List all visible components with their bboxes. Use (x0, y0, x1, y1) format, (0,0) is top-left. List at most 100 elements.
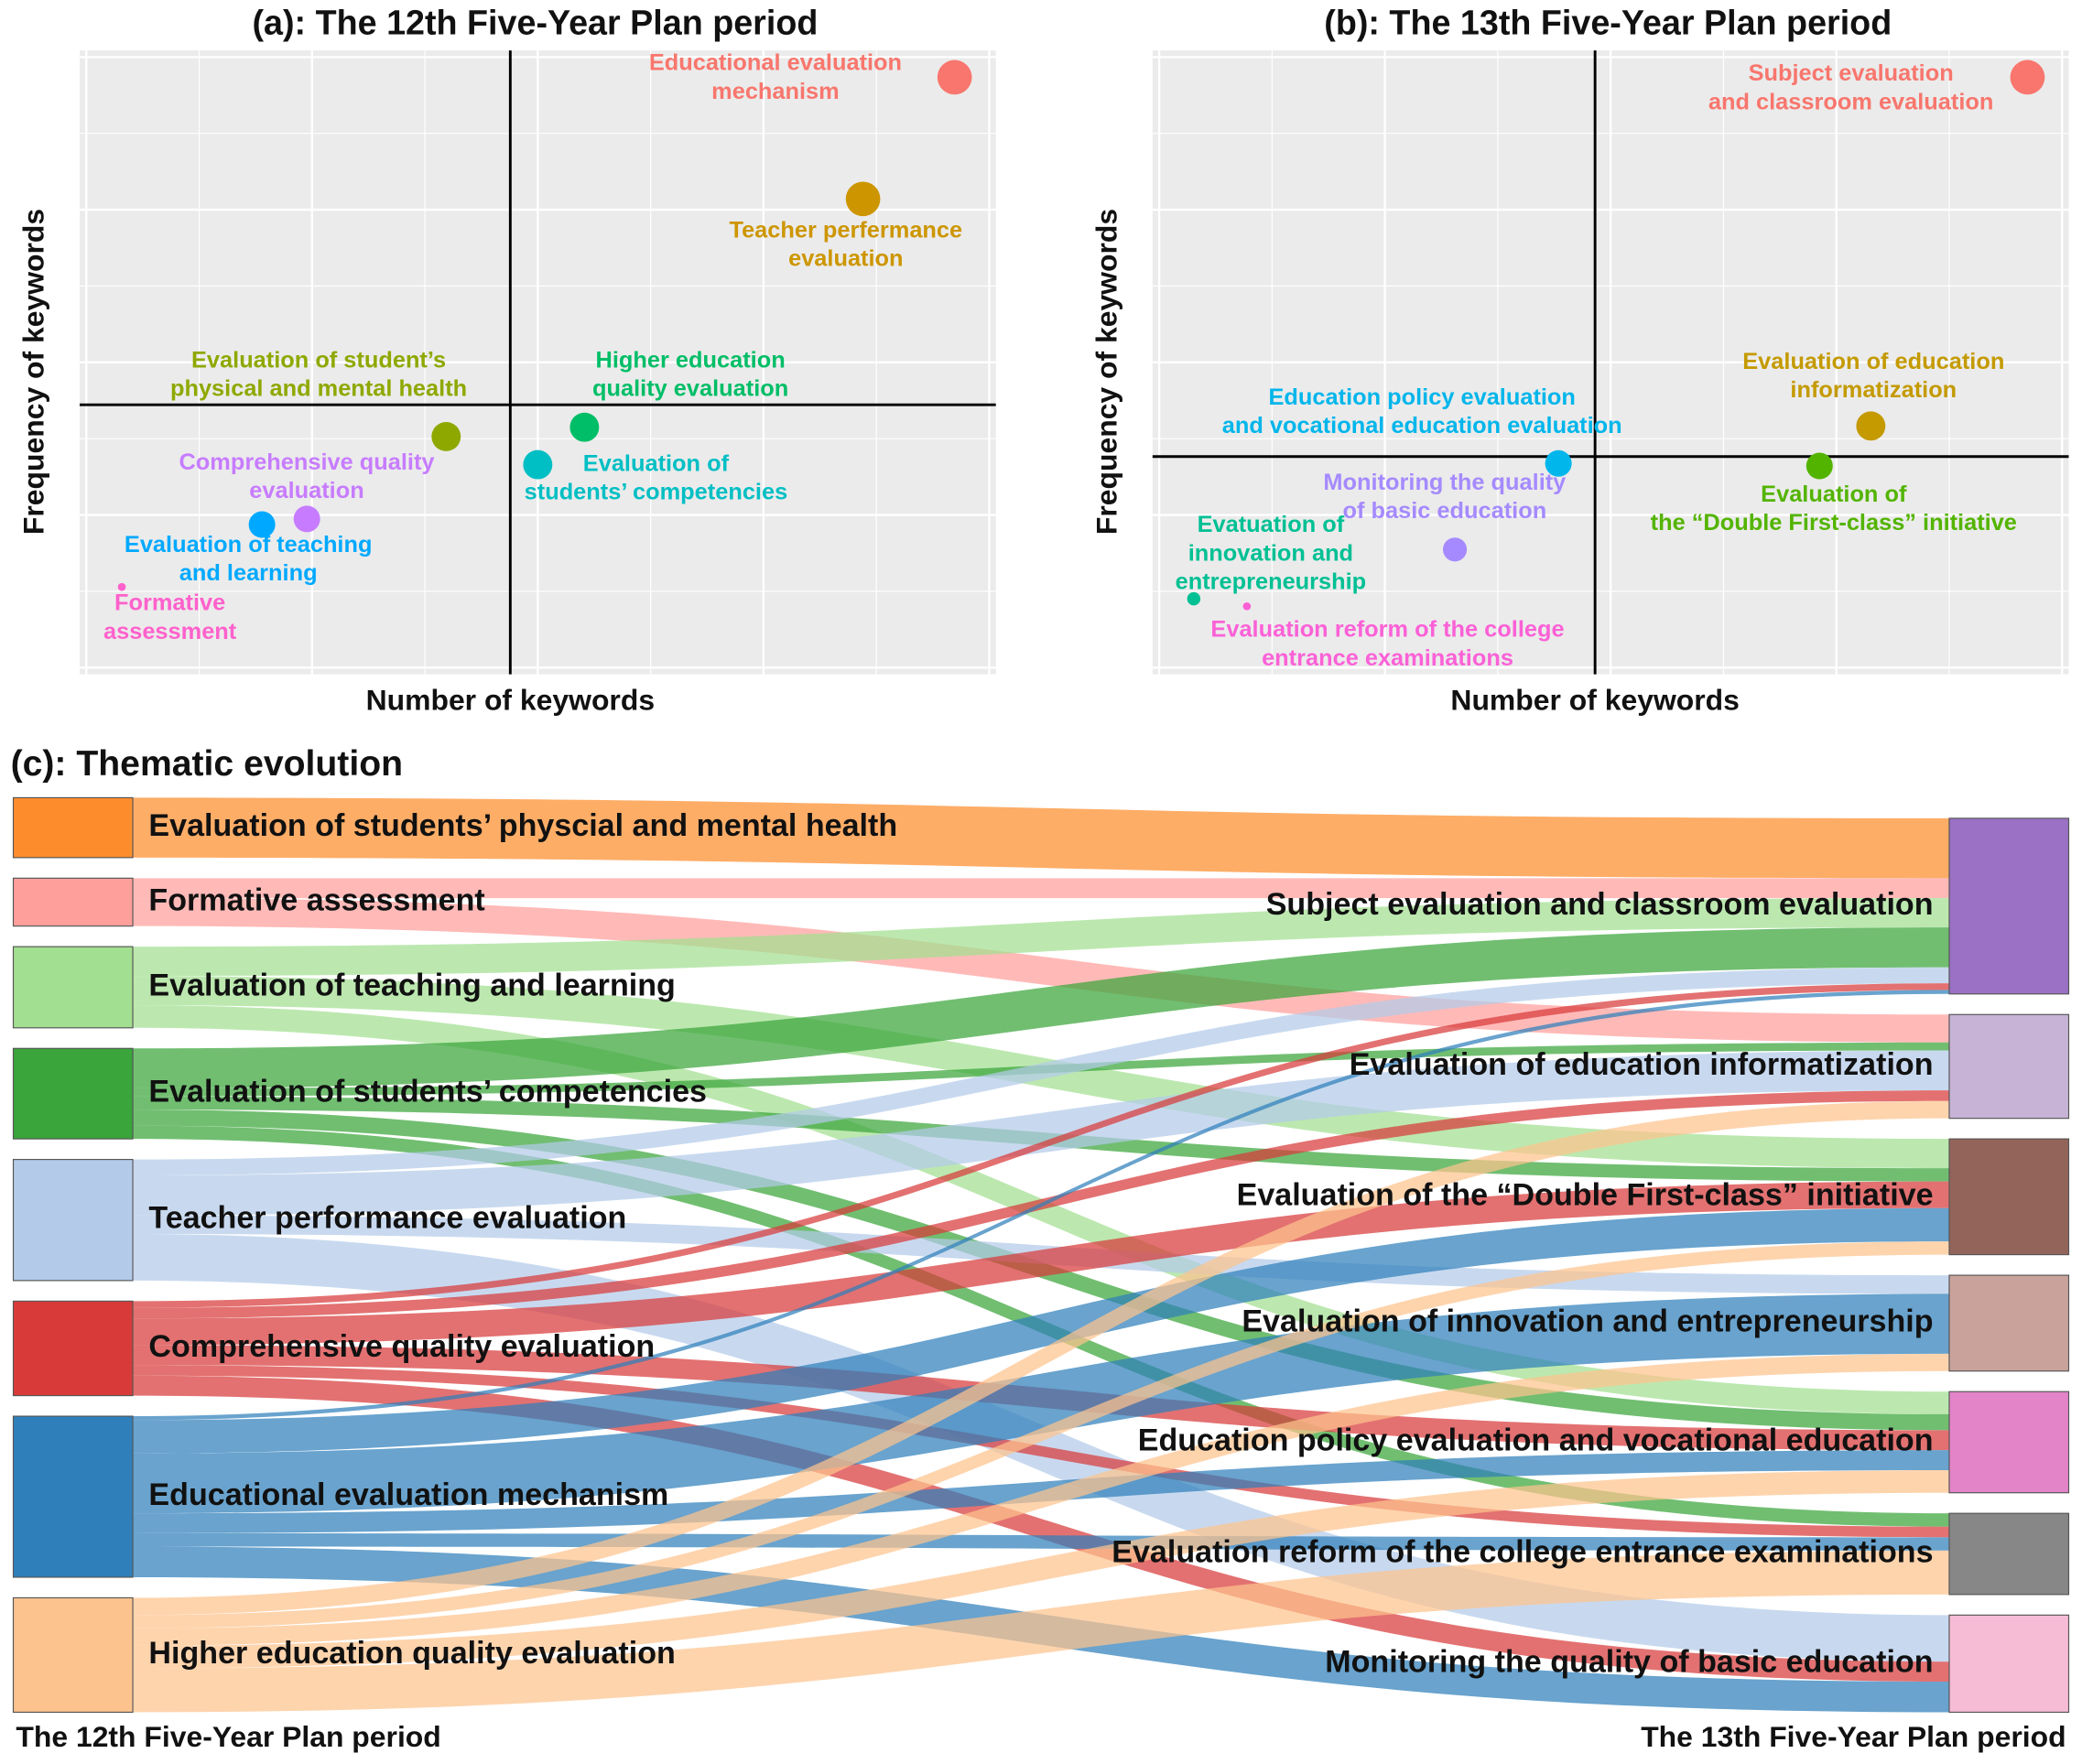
point-label-line: Evaluation of (583, 450, 730, 476)
flow (133, 1365, 1949, 1538)
flow (133, 878, 1949, 899)
flow (133, 1550, 1949, 1713)
target-label: The 13th Five-Year Plan period (1641, 1720, 2066, 1753)
point-label-line: physical and mental health (170, 375, 467, 401)
node-label: Monitoring the quality of basic educatio… (1325, 1644, 1933, 1679)
point-label-line: Evaluation of (1761, 482, 1907, 507)
x-axis-title: Number of keywords (366, 683, 655, 716)
point-label: Educational evaluation mechanism (649, 49, 902, 103)
bubble (1856, 411, 1886, 441)
point-label: Education policy evaluation and vocationa… (1222, 384, 1622, 438)
node (12, 796, 134, 859)
point-label-line: and classroom evaluation (1708, 89, 1994, 114)
panel-title: (b): The 13th Five-Year Plan period (1324, 4, 1892, 42)
point-label-line: innovation and (1188, 540, 1353, 566)
flow (133, 967, 1949, 1176)
flow (133, 1207, 1949, 1454)
bubble (523, 449, 553, 480)
point-label-line: informatization (1790, 377, 1957, 403)
bubble (845, 181, 881, 217)
point-label-line: and learning (179, 560, 318, 586)
bubble (1187, 591, 1201, 606)
node (12, 1047, 134, 1140)
point-label-line: Educational evaluation (649, 49, 902, 75)
node (12, 1300, 134, 1397)
point-label-line: Evatuation of (1198, 512, 1345, 537)
point-label: Subject evaluation and classroom evaluati… (1708, 60, 1994, 114)
point-label-line: Monitoring the quality (1323, 469, 1566, 494)
flow (133, 983, 1949, 1308)
flow (133, 1100, 1949, 1616)
node-label: Education policy evaluation and vocation… (1138, 1423, 1934, 1457)
node-label: Evaluation of the “Double First-class” i… (1237, 1177, 1934, 1212)
point-label: Evaluation of the “Double First-class” in… (1651, 482, 2017, 536)
bubble (1545, 449, 1572, 477)
node (12, 1415, 134, 1578)
node (1948, 817, 2070, 995)
flow (133, 1375, 1949, 1683)
point-label-line: evaluation (788, 245, 903, 271)
point-label-line: of basic education (1343, 498, 1547, 524)
point-label: Evaluation of students’ competencies (525, 450, 788, 504)
node (1948, 1391, 2070, 1494)
flow (133, 898, 1949, 1043)
point-label: Evaluation reform of the college entrance… (1210, 616, 1564, 670)
point-label-line: and vocational education evaluation (1222, 413, 1622, 438)
point-label: Evaluation of student’s physical and ment… (170, 347, 467, 401)
point-label-line: Comprehensive quality (179, 449, 434, 475)
node-label: Formative assessment (148, 882, 484, 917)
node-label: Evaluation of students’ physcial and men… (148, 808, 897, 843)
point-label-line: entrepreneurship (1176, 568, 1367, 594)
point-label-line: Teacher perfermance (729, 217, 962, 243)
bubble (293, 505, 320, 533)
flow (133, 927, 1949, 1088)
point-label: Formative assessment (103, 590, 237, 644)
node-label: Evaluation of education informatization (1350, 1047, 1934, 1082)
node-label: Higher education quality evaluation (148, 1636, 675, 1671)
panel-b: Subject evaluation and classroom evaluati… (1090, 4, 2069, 716)
node-label: Subject evaluation and classroom evaluat… (1266, 887, 1934, 922)
source-label: The 12th Five-Year Plan period (16, 1720, 440, 1753)
point-label-line: mechanism (711, 78, 840, 103)
point-label-line: Evaluation reform of the college (1210, 616, 1564, 642)
bubble (937, 60, 972, 95)
point-label-line: Evaluation of student’s (191, 347, 446, 373)
flow (133, 898, 1949, 977)
y-axis-title: Frequency of keywords (17, 209, 50, 535)
point-label-line: assessment (103, 619, 237, 644)
panel-title: (a): The 12th Five-Year Plan period (253, 4, 819, 42)
flow (133, 797, 1949, 879)
point-label-line: entrance examinations (1262, 645, 1513, 671)
node (12, 946, 134, 1029)
node-label: Evaluation of students’ competencies (148, 1075, 707, 1109)
flow (133, 1181, 1949, 1346)
node (1948, 1274, 2070, 1372)
chart-title: (c): Thematic evolution (11, 744, 403, 784)
point-label: Evatuation of innovation and entrepreneurs… (1176, 512, 1367, 594)
bubble (117, 582, 126, 591)
bubble (1442, 537, 1468, 562)
point-label: Higher education quality evaluation (592, 347, 788, 401)
point-label: Comprehensive quality evaluation (179, 449, 434, 503)
flow (133, 1293, 1949, 1514)
flow (133, 1353, 1949, 1646)
point-label-line: Education policy evaluation (1269, 384, 1576, 410)
bubble (1805, 452, 1833, 480)
flow (133, 1469, 1949, 1669)
panel-c: Evaluation of students’ physcial and men… (11, 744, 2070, 1753)
node-label: Educational evaluation mechanism (148, 1477, 668, 1512)
point-label: Teacher perfermance evaluation (729, 217, 962, 271)
point-label-line: Higher education (596, 347, 786, 373)
bubble (2010, 60, 2045, 95)
panel-a: Educational evaluation mechanism Teacher p… (17, 4, 996, 716)
node (1948, 1138, 2070, 1256)
node-label: Evaluation reform of the college entranc… (1111, 1535, 1933, 1570)
point-label-line: students’ competencies (525, 479, 788, 504)
point-label: Evaluation of education informatization (1742, 349, 2004, 403)
flow (133, 1050, 1949, 1216)
node (12, 1159, 134, 1282)
node (1948, 1614, 2070, 1714)
point-label: Monitoring the quality of basic education (1323, 469, 1566, 523)
